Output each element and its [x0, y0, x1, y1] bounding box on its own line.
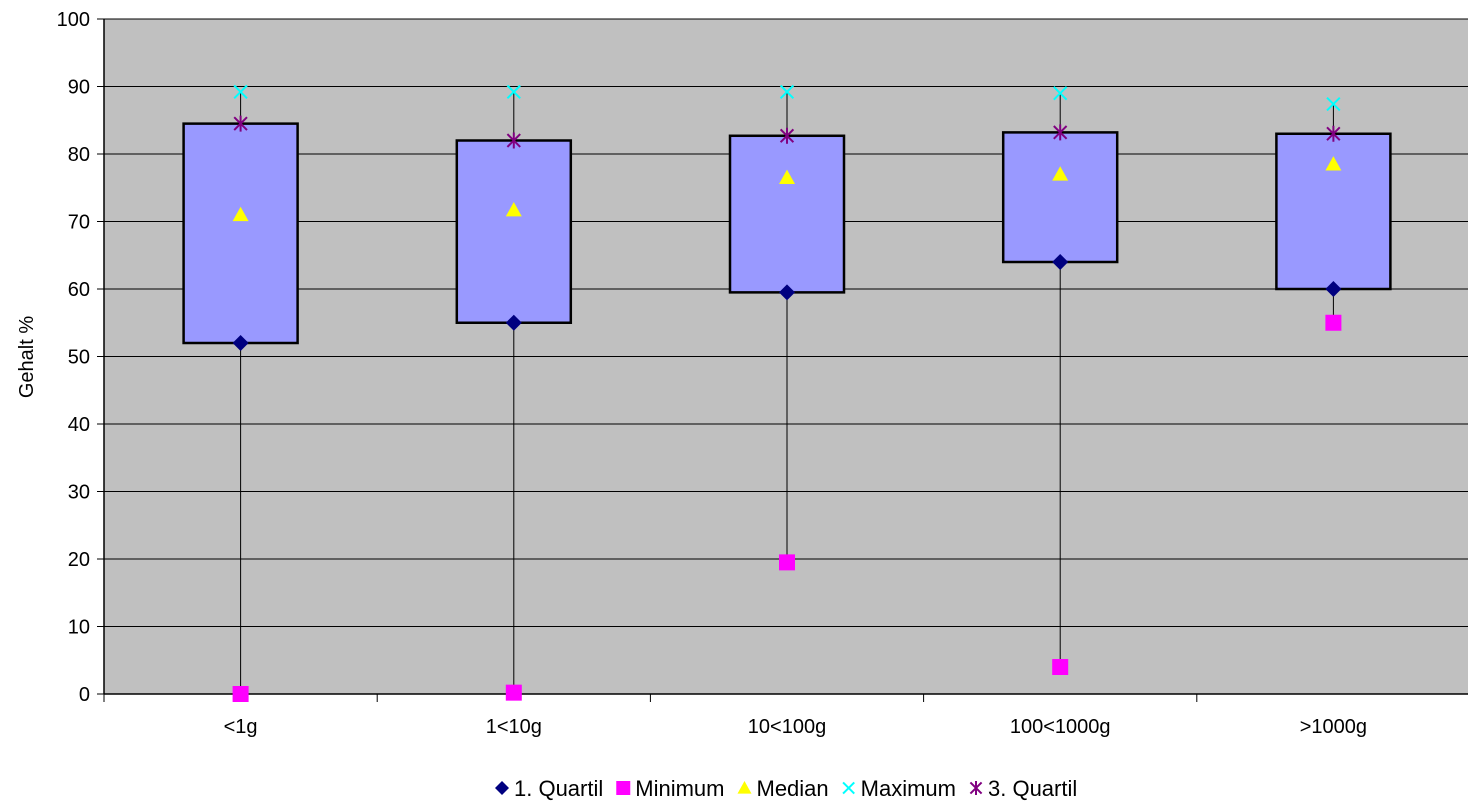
legend-marker-minimum — [616, 781, 631, 795]
box-2 — [455, 139, 573, 324]
maximum-point — [1326, 96, 1341, 112]
median-point — [232, 206, 249, 222]
x-tick-label: 1<10g — [486, 716, 542, 738]
y-tick-label: 0 — [79, 684, 90, 706]
minimum-point — [779, 554, 795, 571]
1-quartil-point — [1052, 254, 1069, 270]
markers — [232, 84, 1342, 702]
legend: 1. Quartil Minimum Median Maximum 3. Quartil — [495, 776, 1077, 801]
y-axis-title: Gehalt % — [16, 316, 38, 398]
1-quartil-point — [232, 335, 249, 351]
box-4 — [1001, 131, 1119, 264]
minimum-point — [232, 686, 249, 702]
y-tick-label: 90 — [68, 77, 90, 99]
legend-label-median: Median — [757, 776, 829, 801]
x-tick-labels: <1g 1<10g 10<100g 100<1000g >1000g — [224, 716, 1367, 738]
x-tick-label: <1g — [224, 716, 258, 738]
maximum-point — [506, 84, 521, 100]
legend-marker-maximum-stroke — [842, 781, 855, 795]
legend-label-minimum: Minimum — [635, 776, 724, 801]
3-quartil-point — [506, 132, 521, 149]
axes — [97, 18, 1468, 702]
1-quartil-point — [779, 284, 795, 301]
median-point — [779, 169, 795, 185]
3-quartil-point — [233, 115, 248, 132]
maximum-point — [1053, 86, 1068, 101]
1-quartil-point — [1325, 281, 1342, 297]
y-tick-label: 100 — [57, 9, 90, 31]
maximum-point — [779, 84, 795, 100]
legend-marker-3-quartil — [969, 781, 983, 795]
median-point — [505, 202, 522, 217]
y-tick-label: 70 — [68, 212, 90, 234]
median-point — [1325, 156, 1342, 171]
minimum-point — [1052, 659, 1069, 675]
median-point — [1052, 166, 1069, 181]
y-tick-label: 10 — [68, 617, 90, 639]
maximum-point-stroke — [1326, 96, 1341, 112]
x-tick-label: 10<100g — [748, 716, 826, 738]
maximum-point-stroke — [506, 84, 521, 100]
minimum-point — [505, 684, 522, 701]
3-quartil-point — [779, 127, 795, 144]
x-tick-label: >1000g — [1300, 716, 1367, 738]
box-1 — [182, 122, 299, 345]
y-tick-label: 50 — [68, 347, 90, 369]
maximum-point-stroke — [233, 84, 248, 100]
y-tick-label: 30 — [68, 482, 90, 504]
boxes — [182, 122, 1392, 345]
legend-marker-1-quartil — [495, 781, 509, 795]
legend-label-1-quartil: 1. Quartil — [514, 776, 603, 801]
legend-label-maximum: Maximum — [861, 776, 956, 801]
y-tick-label: 20 — [68, 549, 90, 571]
y-tick-label: 80 — [68, 144, 90, 166]
1-quartil-point — [505, 314, 522, 331]
3-quartil-point — [1326, 125, 1341, 142]
legend-marker-maximum — [842, 781, 855, 795]
minimum-point — [1325, 314, 1342, 331]
box-3 — [728, 134, 846, 294]
3-quartil-point — [1053, 124, 1068, 141]
maximum-point-stroke — [779, 84, 795, 100]
y-tick-label: 40 — [68, 414, 90, 436]
legend-label-3-quartil: 3. Quartil — [988, 776, 1077, 801]
legend-marker-median — [737, 781, 752, 794]
y-tick-labels: 0 10 20 30 40 50 60 70 80 90 100 — [57, 9, 90, 706]
maximum-point — [233, 84, 248, 100]
x-tick-label: 100<1000g — [1010, 716, 1111, 738]
maximum-point-stroke — [1053, 86, 1068, 101]
y-tick-label: 60 — [68, 279, 90, 301]
